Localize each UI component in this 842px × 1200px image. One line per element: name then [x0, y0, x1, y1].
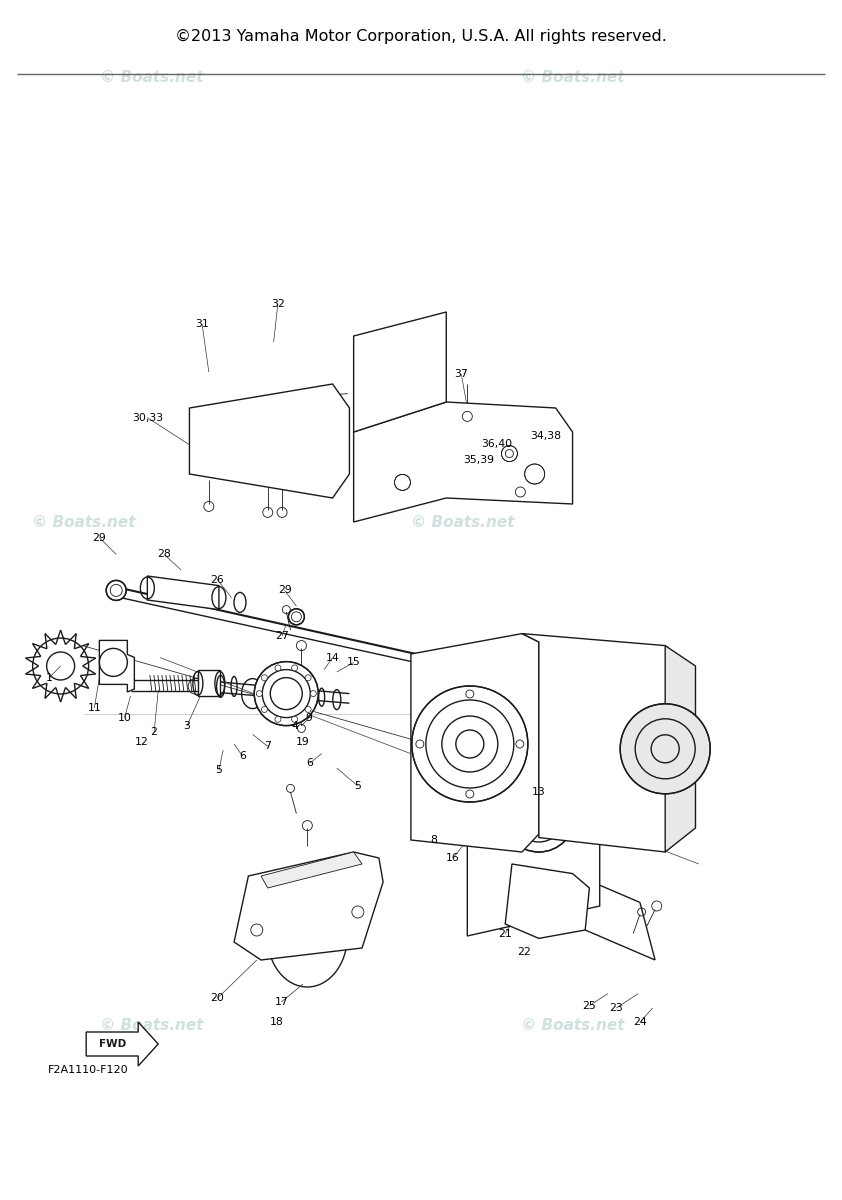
Text: 21: 21 — [498, 929, 512, 938]
Text: 24: 24 — [633, 1018, 647, 1027]
Polygon shape — [665, 646, 695, 852]
Text: 34,38: 34,38 — [530, 431, 561, 440]
Text: 2: 2 — [151, 727, 157, 737]
Polygon shape — [354, 312, 446, 432]
Polygon shape — [147, 576, 219, 610]
Circle shape — [394, 474, 411, 491]
Text: © Boats.net: © Boats.net — [521, 71, 624, 85]
Text: © Boats.net: © Boats.net — [412, 515, 514, 529]
Text: © Boats.net: © Boats.net — [100, 71, 203, 85]
Circle shape — [564, 764, 632, 832]
Polygon shape — [234, 852, 383, 960]
Text: 4: 4 — [291, 721, 298, 731]
Circle shape — [412, 686, 528, 802]
Circle shape — [305, 674, 312, 680]
Polygon shape — [522, 634, 690, 852]
Circle shape — [275, 665, 281, 671]
Polygon shape — [189, 384, 349, 498]
Circle shape — [525, 464, 545, 484]
Text: 25: 25 — [583, 1001, 596, 1010]
Text: 8: 8 — [430, 835, 437, 845]
Text: 32: 32 — [271, 299, 285, 308]
Text: 7: 7 — [264, 742, 271, 751]
Circle shape — [256, 690, 262, 696]
Circle shape — [261, 707, 268, 713]
Circle shape — [288, 608, 305, 625]
Text: 9: 9 — [306, 713, 312, 722]
Text: 13: 13 — [532, 787, 546, 797]
Text: 23: 23 — [610, 1003, 623, 1013]
Circle shape — [254, 661, 318, 726]
Text: 19: 19 — [296, 737, 310, 746]
Circle shape — [305, 707, 312, 713]
Circle shape — [275, 716, 281, 722]
Text: 22: 22 — [517, 947, 530, 956]
Text: 10: 10 — [118, 713, 131, 722]
Polygon shape — [505, 864, 589, 938]
Text: 28: 28 — [157, 550, 171, 559]
Polygon shape — [99, 641, 135, 692]
Text: © Boats.net: © Boats.net — [33, 515, 136, 529]
Text: 35,39: 35,39 — [463, 455, 493, 464]
Circle shape — [311, 690, 317, 696]
Text: 29: 29 — [278, 586, 291, 595]
Polygon shape — [354, 402, 573, 522]
Text: 1: 1 — [45, 673, 52, 683]
Text: 3: 3 — [184, 721, 190, 731]
Circle shape — [621, 703, 710, 794]
Text: 11: 11 — [88, 703, 101, 713]
Text: 31: 31 — [195, 319, 209, 329]
Circle shape — [291, 665, 297, 671]
Circle shape — [106, 581, 126, 600]
Text: 6: 6 — [306, 758, 313, 768]
Circle shape — [261, 674, 268, 680]
Text: 15: 15 — [347, 658, 360, 667]
Text: 17: 17 — [274, 997, 288, 1007]
Text: 30,33: 30,33 — [132, 413, 163, 422]
Text: 6: 6 — [239, 751, 246, 761]
Text: 5: 5 — [216, 766, 222, 775]
Polygon shape — [86, 1022, 158, 1066]
Text: 36,40: 36,40 — [482, 439, 512, 449]
Polygon shape — [411, 634, 539, 852]
Circle shape — [503, 780, 575, 852]
Circle shape — [291, 716, 297, 722]
Text: 14: 14 — [326, 653, 339, 662]
Text: 26: 26 — [210, 575, 224, 584]
Polygon shape — [467, 696, 600, 936]
Text: 16: 16 — [446, 853, 460, 863]
Text: 37: 37 — [455, 370, 468, 379]
Text: 5: 5 — [354, 781, 361, 791]
Circle shape — [501, 445, 518, 462]
Text: © Boats.net: © Boats.net — [100, 1019, 203, 1033]
Polygon shape — [198, 671, 220, 696]
Text: 29: 29 — [93, 533, 106, 542]
Text: 27: 27 — [275, 631, 289, 641]
Text: © Boats.net: © Boats.net — [521, 1019, 624, 1033]
Text: ©2013 Yamaha Motor Corporation, U.S.A. All rights reserved.: ©2013 Yamaha Motor Corporation, U.S.A. A… — [175, 29, 667, 43]
Text: 18: 18 — [269, 1018, 283, 1027]
Text: F2A1110-F120: F2A1110-F120 — [48, 1066, 129, 1075]
Text: FWD: FWD — [99, 1039, 125, 1049]
Polygon shape — [261, 852, 362, 888]
Text: 20: 20 — [210, 994, 224, 1003]
Text: 12: 12 — [135, 737, 148, 746]
